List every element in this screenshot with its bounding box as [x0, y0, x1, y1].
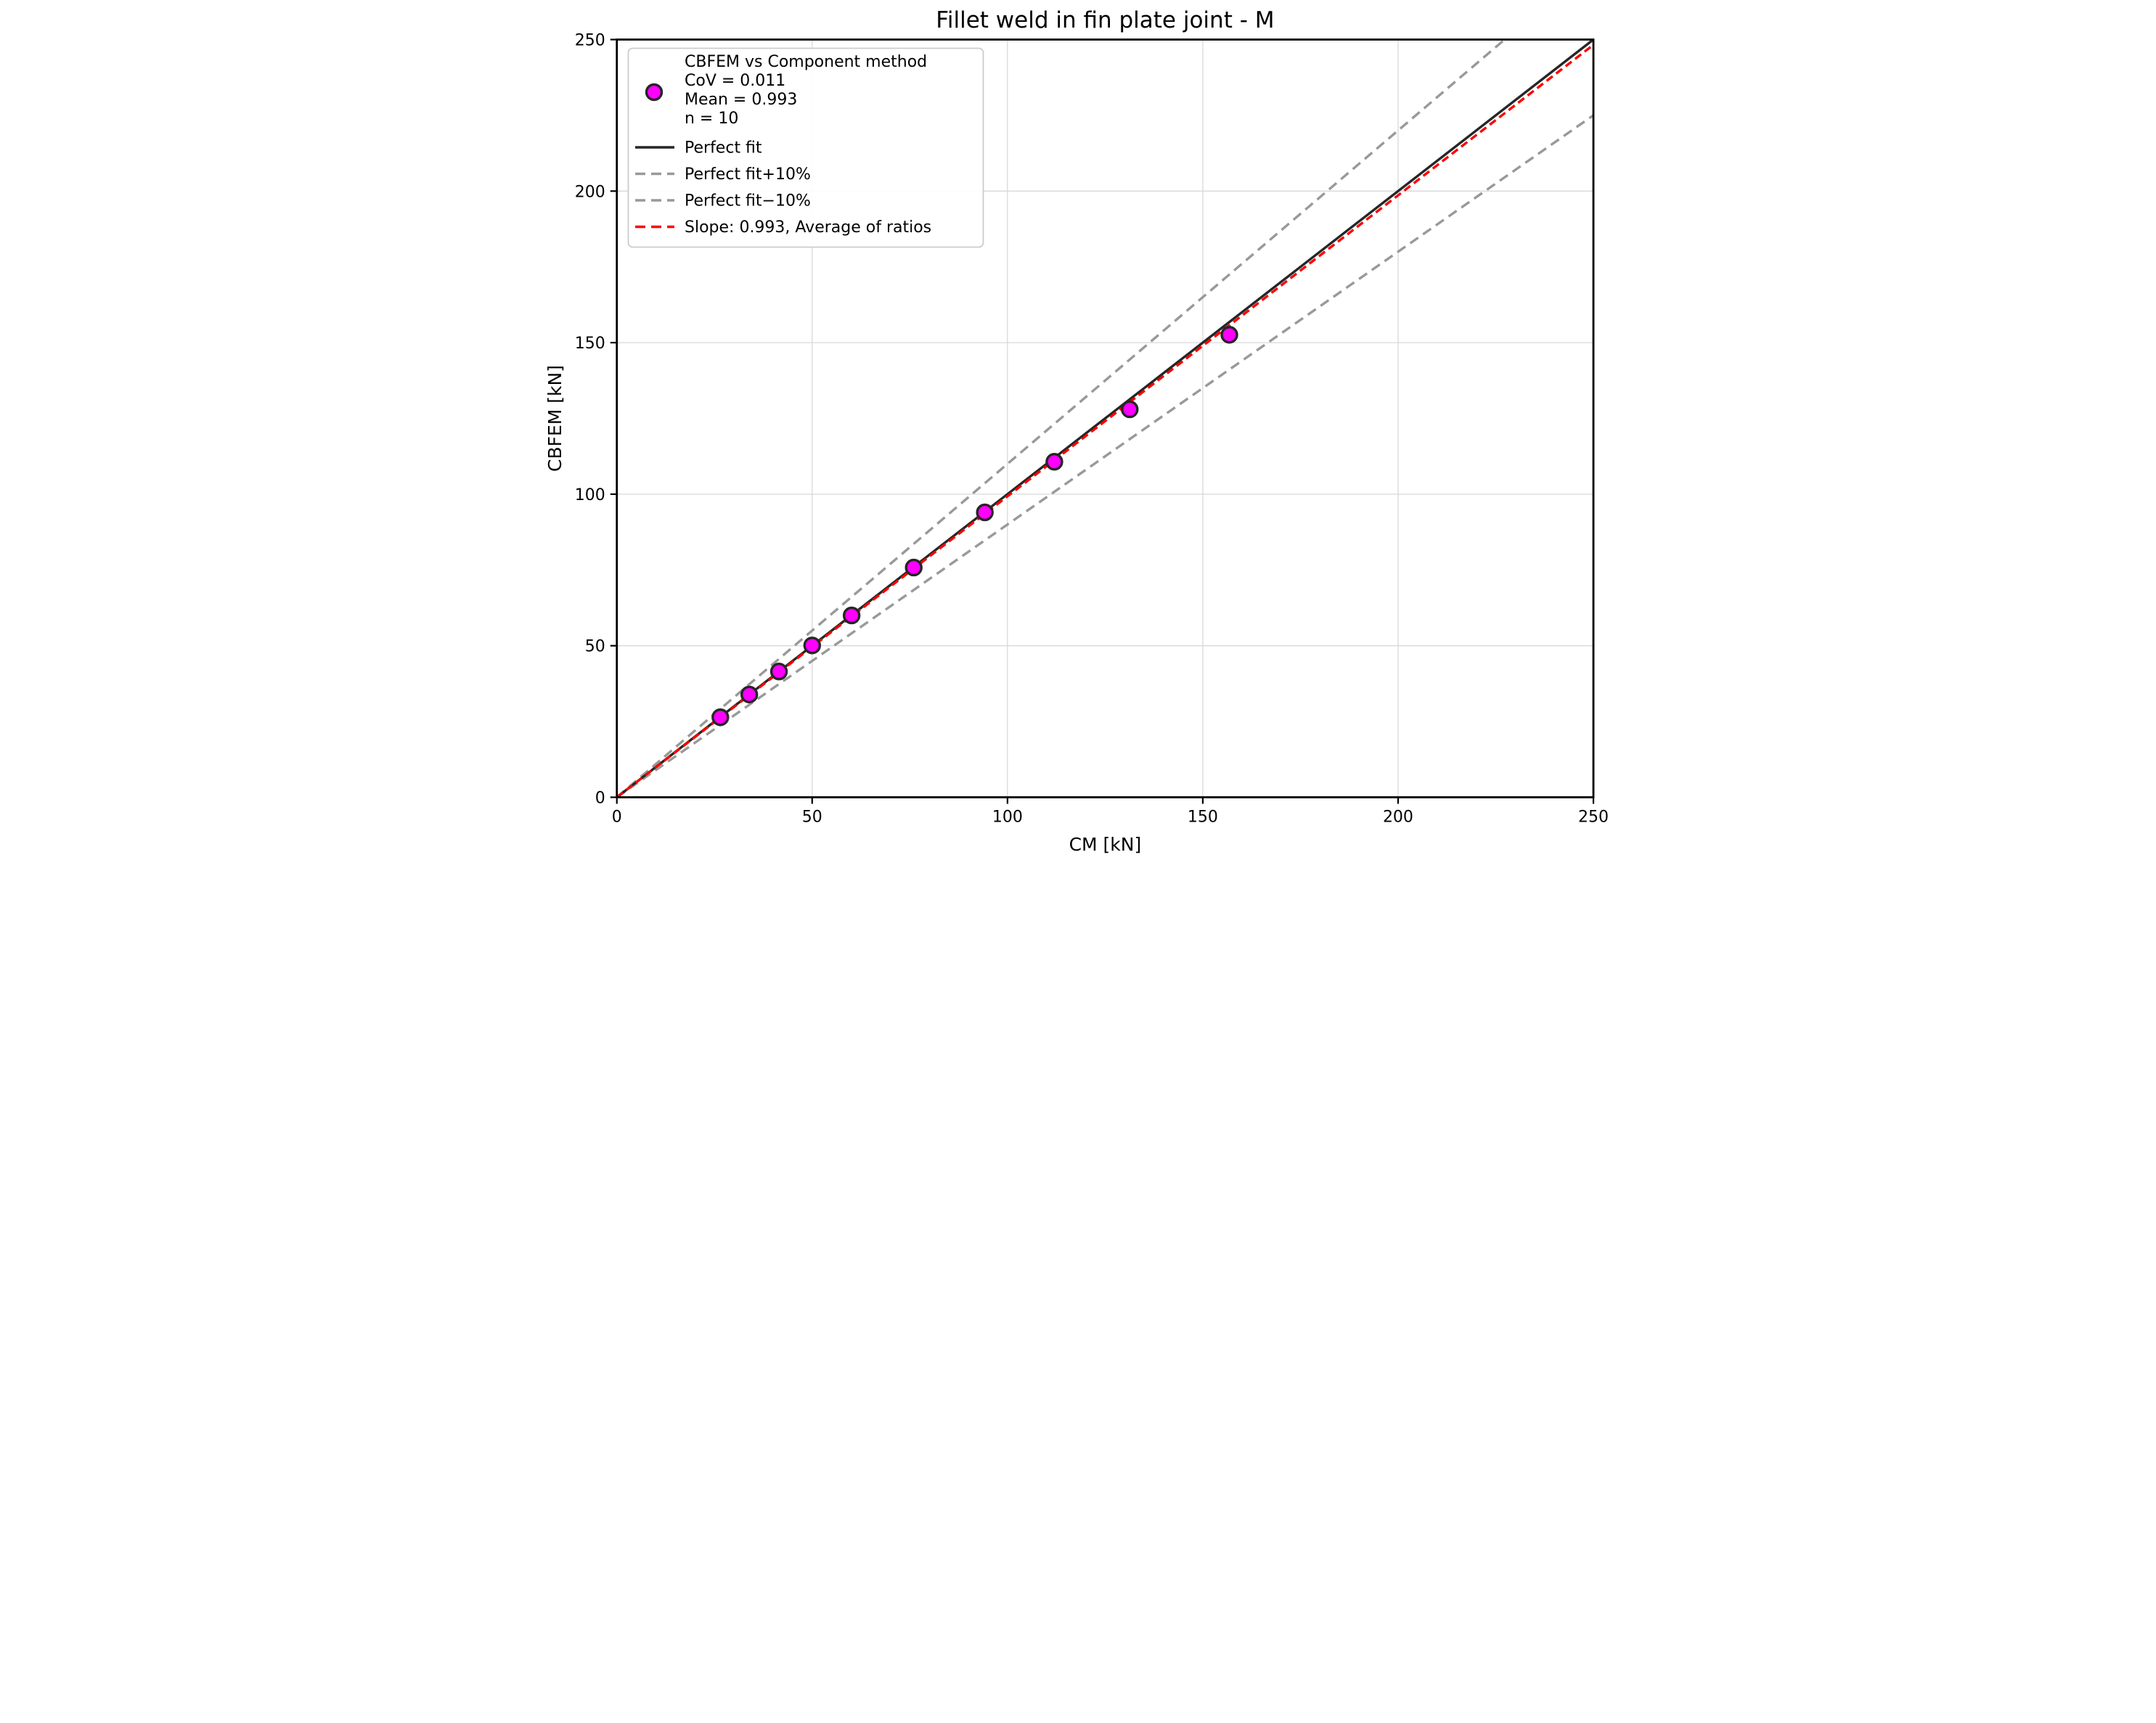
- legend-scatter-marker: [645, 83, 663, 102]
- data-point: [905, 558, 923, 577]
- x-tick-label: 200: [1382, 809, 1413, 827]
- figure: 0 50 100 150 200 250 0 50 100 150 200 250 Fillet we…: [539, 0, 1617, 862]
- data-point: [769, 662, 788, 681]
- x-tick-label: 0: [611, 809, 621, 827]
- perfect-fit-plus10-line: [616, 38, 1506, 798]
- scatter-chart: 0 50 100 150 200 250 0 50 100 150 200 250 Fillet we…: [544, 7, 1609, 855]
- x-tick-label: 150: [1187, 809, 1217, 827]
- data-point: [1120, 400, 1138, 419]
- data-point: [975, 503, 994, 522]
- data-point: [711, 708, 730, 727]
- legend-entry-label: Slope: 0.993, Average of ratios: [685, 218, 931, 237]
- legend-entry-label: Perfect fit: [685, 139, 762, 157]
- perfect-fit-minus10-line: [616, 114, 1594, 798]
- data-point: [1045, 453, 1063, 471]
- scatter-points-layer: [711, 326, 1238, 727]
- legend-scatter-label-line: CBFEM vs Component method: [685, 53, 927, 71]
- y-tick-label: 250: [574, 32, 605, 50]
- axes-frame: [615, 38, 1594, 798]
- x-axis-label: CM [kN]: [1069, 834, 1141, 855]
- chart-title: Fillet weld in fin plate joint - M: [936, 7, 1274, 33]
- x-tick-label: 50: [801, 809, 822, 827]
- x-tick-label: 250: [1578, 809, 1609, 827]
- y-tick-label: 50: [584, 638, 605, 656]
- legend-scatter-label-line: Mean = 0.993: [685, 91, 797, 109]
- data-point: [842, 606, 860, 625]
- y-tick-label: 150: [574, 335, 605, 353]
- data-point: [803, 637, 821, 655]
- y-tick-label: 0: [595, 790, 605, 808]
- y-axis-label: CBFEM [kN]: [544, 365, 565, 472]
- legend-scatter-label-line: n = 10: [685, 110, 738, 128]
- y-tick-label: 200: [574, 183, 605, 201]
- y-tick-label: 100: [574, 486, 605, 504]
- x-tick-label: 100: [992, 809, 1022, 827]
- tick-layer: 0 50 100 150 200 250 0 50 100 150 200 250: [574, 32, 1608, 827]
- legend-entry-label: Perfect fit−10%: [685, 192, 811, 210]
- data-point: [740, 685, 758, 704]
- data-point: [1220, 326, 1238, 344]
- legend-box: [627, 47, 984, 248]
- legend-entry-label: Perfect fit+10%: [685, 165, 811, 184]
- legend-scatter-label-line: CoV = 0.011: [685, 72, 785, 90]
